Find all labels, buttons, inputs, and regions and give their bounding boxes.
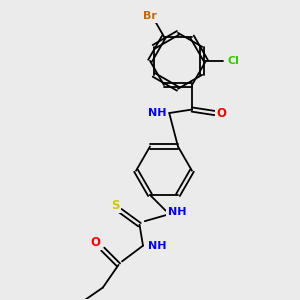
Text: NH: NH <box>148 108 166 118</box>
Text: S: S <box>111 199 119 212</box>
Text: Cl: Cl <box>228 56 240 66</box>
Text: NH: NH <box>148 241 167 251</box>
Text: O: O <box>91 236 101 249</box>
Text: Br: Br <box>143 11 157 21</box>
Text: O: O <box>217 106 227 119</box>
Text: NH: NH <box>168 207 186 218</box>
